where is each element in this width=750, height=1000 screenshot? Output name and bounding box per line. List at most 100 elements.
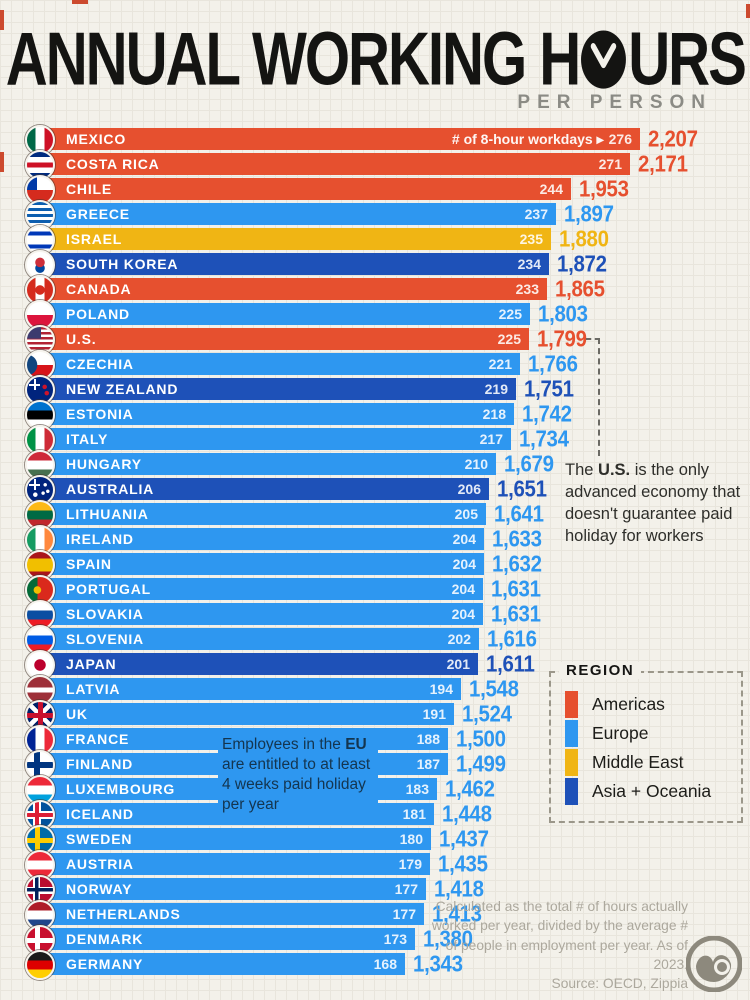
bar-row: NEW ZEALAND 219 1,751	[0, 375, 750, 405]
hours-value: 1,611	[486, 651, 535, 677]
hours-value: 1,865	[555, 276, 605, 302]
workdays-number: 204	[452, 531, 476, 547]
workdays-number: 194	[429, 681, 453, 697]
workdays-value: 221	[489, 353, 512, 375]
registration-mark	[746, 4, 750, 18]
workdays-value: 271	[599, 153, 622, 175]
clock-icon	[580, 21, 627, 108]
workdays-value: 234	[518, 253, 541, 275]
workdays-value: 188	[417, 728, 440, 750]
country-label: NEW ZEALAND	[66, 381, 179, 397]
hours-value: 1,500	[456, 726, 506, 752]
hours-value: 2,171	[638, 151, 688, 177]
workdays-value: 204	[452, 603, 475, 625]
eu-annotation-text: Employees in the	[222, 736, 346, 753]
bar: AUSTRIA 179	[40, 853, 430, 875]
bar: AUSTRALIA 206	[40, 478, 489, 500]
legend-label: Middle East	[592, 752, 684, 772]
hours-value: 1,766	[528, 351, 578, 377]
hours-value: 1,742	[522, 401, 572, 427]
hours-value: 1,734	[519, 426, 569, 452]
workdays-value: 237	[525, 203, 548, 225]
workdays-number: 177	[392, 906, 416, 922]
workdays-value: 187	[417, 753, 440, 775]
workdays-value: 201	[447, 653, 470, 675]
country-label: LUXEMBOURG	[66, 781, 176, 797]
workdays-number: 168	[373, 956, 397, 972]
sweden-flag-icon	[25, 825, 55, 855]
legend-label: Americas	[592, 694, 665, 714]
bar-row: SPAIN 204 1,632	[0, 550, 750, 580]
page-title: ANNUAL WORKING H URS	[5, 16, 746, 108]
workdays-value: 218	[483, 403, 506, 425]
hours-value: 1,872	[557, 251, 607, 277]
hours-value: 1,803	[538, 301, 588, 327]
country-label: ICELAND	[66, 806, 134, 822]
bar-row: SLOVAKIA 204 1,631	[0, 600, 750, 630]
finland-flag-icon	[25, 750, 55, 780]
hours-value: 1,751	[524, 376, 574, 402]
registration-mark	[72, 0, 88, 4]
country-label: COSTA RICA	[66, 156, 160, 172]
hours-value: 1,631	[491, 576, 541, 602]
bar-row: ESTONIA 218 1,742	[0, 400, 750, 430]
hours-value: 1,380	[423, 926, 473, 952]
country-label: LATVIA	[66, 681, 121, 697]
workdays-number: 225	[498, 306, 522, 322]
title-text-pre: ANNUAL WORKING H	[5, 17, 581, 102]
country-label: MEXICO	[66, 131, 127, 147]
legend-title: REGION	[559, 662, 642, 679]
workdays-value: 191	[423, 703, 446, 725]
eu-annotation: Employees in the EU are entitled to at l…	[218, 733, 378, 818]
bar: SPAIN 204	[40, 553, 484, 575]
bar: ITALY 217	[40, 428, 511, 450]
bar-row: AUSTRALIA 206 1,651	[0, 475, 750, 505]
legend-swatch-middle-east	[565, 749, 578, 776]
denmark-flag-icon	[25, 925, 55, 955]
bar: COSTA RICA 271	[40, 153, 630, 175]
bar: CHILE 244	[40, 178, 571, 200]
workdays-number: 173	[383, 931, 407, 947]
germany-flag-icon	[25, 950, 55, 980]
eu-annotation-bold: EU	[345, 736, 367, 753]
workdays-value: 179	[399, 853, 422, 875]
hours-value: 1,524	[462, 701, 512, 727]
workdays-number: 225	[497, 331, 521, 347]
bar: ESTONIA 218	[40, 403, 514, 425]
workdays-number: 177	[394, 881, 418, 897]
visual-capitalist-logo	[685, 935, 743, 997]
workdays-number: 204	[451, 606, 475, 622]
hours-value: 1,953	[579, 176, 629, 202]
country-label: LITHUANIA	[66, 506, 149, 522]
hours-value: 1,548	[469, 676, 519, 702]
workdays-value: 177	[393, 903, 416, 925]
country-label: AUSTRALIA	[66, 481, 155, 497]
country-label: HUNGARY	[66, 456, 142, 472]
header: ANNUAL WORKING H URS	[0, 16, 750, 101]
country-label: FINLAND	[66, 756, 134, 772]
bar-row: PORTUGAL 204 1,631	[0, 575, 750, 605]
hours-value: 1,632	[492, 551, 542, 577]
workdays-number: 221	[488, 356, 512, 372]
workdays-number: 201	[446, 656, 470, 672]
bar-row: MEXICO # of 8-hour workdays ▸ 276 2,207	[0, 125, 750, 155]
workdays-value: 225	[499, 303, 522, 325]
workdays-value: 204	[453, 528, 476, 550]
norway-flag-icon	[25, 875, 55, 905]
bar: IRELAND 204	[40, 528, 484, 550]
bar: JAPAN 201	[40, 653, 478, 675]
workdays-value: 225	[498, 328, 521, 350]
country-label: SOUTH KOREA	[66, 256, 179, 272]
bar-row: SLOVENIA 202 1,616	[0, 625, 750, 655]
us-annotation-bold: U.S.	[598, 461, 631, 479]
hours-value: 1,413	[432, 901, 482, 927]
bar: SOUTH KOREA 234	[40, 253, 549, 275]
bar: HUNGARY 210	[40, 453, 496, 475]
workdays-value: 168	[374, 953, 397, 975]
hours-value: 1,499	[456, 751, 506, 777]
bar-row: JAPAN 201 1,611	[0, 650, 750, 680]
bar-row: SOUTH KOREA 234 1,872	[0, 250, 750, 280]
workdays-number: 276	[608, 131, 632, 147]
bar-row: GERMANY 168 1,343	[0, 950, 750, 980]
hours-value: 1,448	[442, 801, 492, 827]
